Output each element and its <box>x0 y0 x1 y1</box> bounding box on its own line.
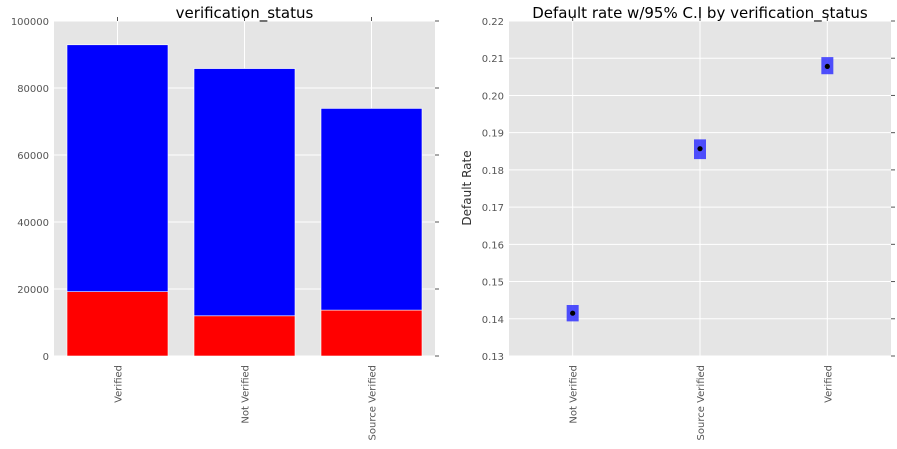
y-tick-label: 40000 <box>17 218 49 229</box>
bar-segment <box>193 68 296 317</box>
bar-segment <box>66 44 169 292</box>
chart-verification-counts: 0 20000 40000 60000 80000 100000 Verified Not … <box>11 4 439 440</box>
y-tick-label: 0.15 <box>482 278 504 289</box>
points-right <box>566 57 834 322</box>
y-tick-label: 0.18 <box>482 166 504 177</box>
y-tick-label: 60000 <box>17 151 49 162</box>
x-tick-label: Verified <box>114 365 125 403</box>
x-tick-label: Source Verified <box>368 365 379 440</box>
y-tick-label: 0.13 <box>482 352 504 363</box>
y-tick-label: 0.19 <box>482 129 504 140</box>
y-tick-label: 0 <box>43 352 49 363</box>
y-ticks-left: 0 20000 40000 60000 80000 100000 <box>11 17 49 363</box>
y-ticks-right: 0.13 0.14 0.15 0.16 0.17 0.18 0.19 0.20 0.21 0.22 <box>482 17 504 363</box>
data-point <box>570 310 576 316</box>
x-ticks-left: Verified Not Verified Source Verified <box>114 365 379 440</box>
bar-segment <box>320 108 423 311</box>
x-tick-label: Source Verified <box>696 365 707 440</box>
y-tick-label: 100000 <box>11 17 49 28</box>
chart-default-rate: 0.13 0.14 0.15 0.16 0.17 0.18 0.19 0.20 0.21 0.22… <box>460 4 895 440</box>
bar-segment <box>320 309 423 357</box>
bar-segment <box>193 315 296 357</box>
grid-right <box>509 17 895 357</box>
y-tick-label: 0.17 <box>482 203 504 214</box>
y-tick-label: 0.20 <box>482 91 504 102</box>
y-tick-label: 20000 <box>17 285 49 296</box>
x-tick-label: Verified <box>823 365 834 403</box>
x-ticks-right: Not Verified Source Verified Verified <box>569 365 835 440</box>
data-point <box>697 146 703 152</box>
y-tick-label: 0.14 <box>482 315 504 326</box>
bar-segment <box>66 291 169 357</box>
bars-left <box>66 44 423 357</box>
y-tick-label: 0.16 <box>482 240 504 251</box>
x-tick-label: Not Verified <box>569 365 580 424</box>
y-tick-label: 0.21 <box>482 54 504 65</box>
y-tick-label: 80000 <box>17 84 49 95</box>
x-tick-label: Not Verified <box>241 365 252 424</box>
chart-title-right: Default rate w/95% C.I by verification_s… <box>532 4 868 23</box>
chart-title-left: verification_status <box>176 4 314 23</box>
data-point <box>824 63 830 70</box>
y-tick-label: 0.22 <box>482 17 504 28</box>
y-axis-label-right: Default Rate <box>460 150 474 225</box>
